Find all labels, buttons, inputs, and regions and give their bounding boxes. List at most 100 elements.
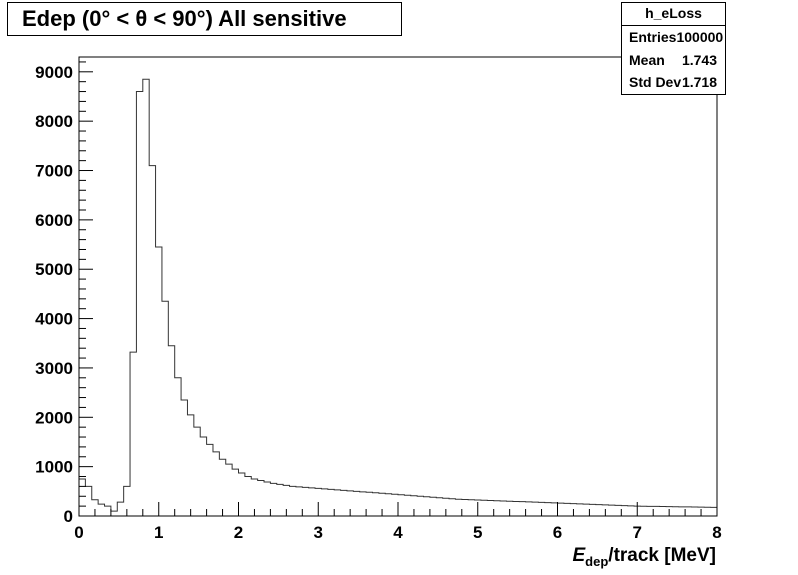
histogram-bin [385, 494, 391, 516]
histogram-bin [181, 400, 187, 516]
histogram-bin [372, 493, 378, 516]
axes-layer: 0 1 2 3 4 5 6 7 8 0 1000 2000 3000 4000 5000 6000 7000 80… [35, 61, 722, 542]
histogram-bin [545, 503, 551, 516]
x-axis-label-rest: /track [MeV] [608, 545, 716, 566]
histogram-bin [302, 487, 308, 516]
histogram-bin [558, 503, 564, 516]
histogram-bin [430, 497, 436, 516]
histogram-bin [328, 489, 334, 516]
histogram-bin [621, 506, 627, 516]
histogram-bin [85, 486, 91, 516]
histogram-layer [79, 78, 717, 516]
y-tick-label: 9000 [35, 63, 73, 82]
y-tick-label: 5000 [35, 260, 73, 279]
x-axis-label: Edep/track [MeV] [572, 545, 716, 569]
histogram-bin [462, 499, 468, 516]
histogram-bin [156, 247, 162, 516]
histogram-bin [589, 504, 595, 516]
histogram-bin [424, 497, 430, 516]
x-tick-label: 3 [314, 523, 323, 542]
x-axis-label-main: E [572, 545, 586, 566]
histogram-bin [296, 487, 302, 516]
histogram-outline [79, 78, 717, 512]
histogram-bin [711, 507, 717, 516]
histogram-bin [232, 469, 238, 516]
histogram-bin [187, 415, 193, 516]
histogram-bin [360, 492, 366, 516]
histogram-bin [564, 503, 570, 516]
stats-label: Std Dev [629, 74, 682, 90]
histogram-bin [513, 501, 519, 516]
histogram-bin [653, 506, 659, 516]
x-tick-label: 4 [393, 523, 403, 542]
histogram-bin [136, 92, 142, 516]
y-tick-label: 6000 [35, 211, 73, 230]
histogram-bin [691, 507, 697, 516]
histogram-bin [149, 166, 155, 516]
histogram-bin [226, 464, 232, 516]
histogram-bin [481, 500, 487, 516]
x-tick-label: 8 [712, 523, 721, 542]
histogram-bin [449, 499, 455, 516]
y-tick-label: 2000 [35, 408, 73, 427]
histogram-bin [98, 504, 104, 516]
histogram-bin [143, 79, 149, 516]
histogram-bin [417, 496, 423, 516]
histogram-bin [647, 506, 653, 516]
histogram-bin [162, 301, 168, 516]
histogram-bin [200, 437, 206, 516]
x-axis-label-sub: dep [585, 554, 608, 569]
y-tick-label: 4000 [35, 310, 73, 329]
x-tick-label: 0 [74, 523, 83, 542]
histogram-bin [334, 490, 340, 516]
histogram-bin [672, 507, 678, 516]
chart-title: Edep (0° < θ < 90°) All sensitive [7, 2, 402, 36]
x-tick-label: 7 [633, 523, 642, 542]
y-tick-label: 7000 [35, 162, 73, 181]
y-tick-label: 1000 [35, 458, 73, 477]
stats-label: Mean [629, 51, 665, 68]
histogram-bin [583, 504, 589, 516]
histogram-bin [532, 502, 538, 516]
histogram-bin [219, 459, 225, 516]
histogram-bin [175, 378, 181, 516]
histogram-bin [117, 502, 123, 516]
histogram-bin [398, 495, 404, 516]
histogram-bin [519, 502, 525, 516]
histogram-bin [194, 427, 200, 516]
x-tick-label: 1 [154, 523, 163, 542]
stats-value: 1.718 [681, 74, 717, 90]
histogram-bin [168, 346, 174, 516]
histogram-bin [290, 486, 296, 516]
histogram-bin [660, 507, 666, 516]
stats-name: h_eLoss [622, 3, 725, 26]
stats-row-mean: Mean 1.743 [622, 49, 725, 72]
histogram-bin [213, 452, 219, 516]
histogram-bin [207, 444, 213, 516]
stats-row-entries: Entries 100000 [622, 26, 725, 49]
stats-value: 100000 [676, 29, 724, 45]
stats-value: 1.743 [681, 51, 717, 68]
histogram-bin [551, 503, 557, 516]
histogram-bin [277, 484, 283, 516]
y-tick-label: 8000 [35, 112, 73, 131]
histogram-bin [526, 502, 532, 516]
histogram-bin [609, 505, 615, 516]
histogram-bin [436, 498, 442, 516]
x-tick-label: 2 [234, 523, 243, 542]
histogram-bin [487, 500, 493, 516]
histogram-bin [640, 506, 646, 516]
x-tick-label: 5 [473, 523, 482, 542]
histogram-bin [392, 494, 398, 516]
histogram-bin [494, 501, 500, 516]
histogram-bin [353, 491, 359, 516]
y-tick-label: 0 [64, 507, 73, 526]
histogram-bin [270, 483, 276, 516]
histogram-bin [468, 500, 474, 516]
histogram-bin [309, 488, 315, 516]
histogram-bin [264, 482, 270, 516]
histogram-bin [341, 490, 347, 516]
histogram-bin [79, 479, 85, 516]
y-tick-label: 3000 [35, 359, 73, 378]
